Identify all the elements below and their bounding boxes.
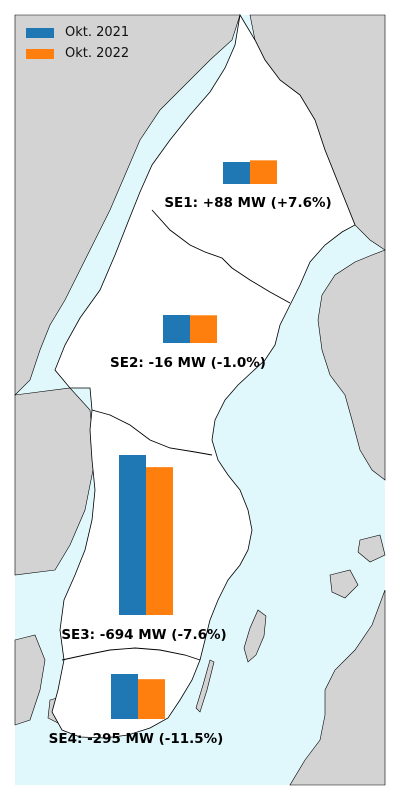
bar-se2-2022 xyxy=(190,315,217,343)
oland-island xyxy=(195,659,215,713)
bar-se1-2021 xyxy=(223,162,250,184)
bar-se1-2022 xyxy=(250,160,277,184)
legend-item-2022: Okt. 2022 xyxy=(26,43,129,64)
finland-coast-land xyxy=(317,249,386,481)
gotland-island xyxy=(243,609,267,663)
legend-label-2021: Okt. 2021 xyxy=(65,25,130,40)
bar-se4-2021 xyxy=(111,674,138,719)
legend: Okt. 2021 Okt. 2022 xyxy=(26,22,129,64)
zone-bars xyxy=(111,160,277,719)
legend-label-2022: Okt. 2022 xyxy=(65,46,130,61)
denmark-land xyxy=(14,634,46,726)
se1-se2-border xyxy=(151,209,291,304)
bar-se4-2022 xyxy=(138,679,165,719)
baltic-land xyxy=(289,589,386,786)
aland-island xyxy=(329,569,359,599)
bar-se3-2022 xyxy=(146,467,173,615)
legend-item-2021: Okt. 2021 xyxy=(26,22,129,43)
zone-label-se1: SE1: +88 MW (+7.6%) xyxy=(164,195,332,211)
norway-land xyxy=(14,14,241,396)
se2-se3-border xyxy=(91,409,213,456)
bar-se2-2021 xyxy=(163,315,190,343)
legend-swatch-2022 xyxy=(26,48,54,59)
zone-label-se4: SE4: -295 MW (-11.5%) xyxy=(48,731,224,747)
zone-label-se3: SE3: -694 MW (-7.6%) xyxy=(61,627,227,643)
norway-south-land xyxy=(14,387,96,576)
legend-swatch-2021 xyxy=(26,27,54,38)
saaremaa-island xyxy=(357,534,386,563)
zone-label-se2: SE2: -16 MW (-1.0%) xyxy=(110,355,266,371)
se3-se4-border xyxy=(61,647,201,661)
bar-se3-2021 xyxy=(119,455,146,615)
